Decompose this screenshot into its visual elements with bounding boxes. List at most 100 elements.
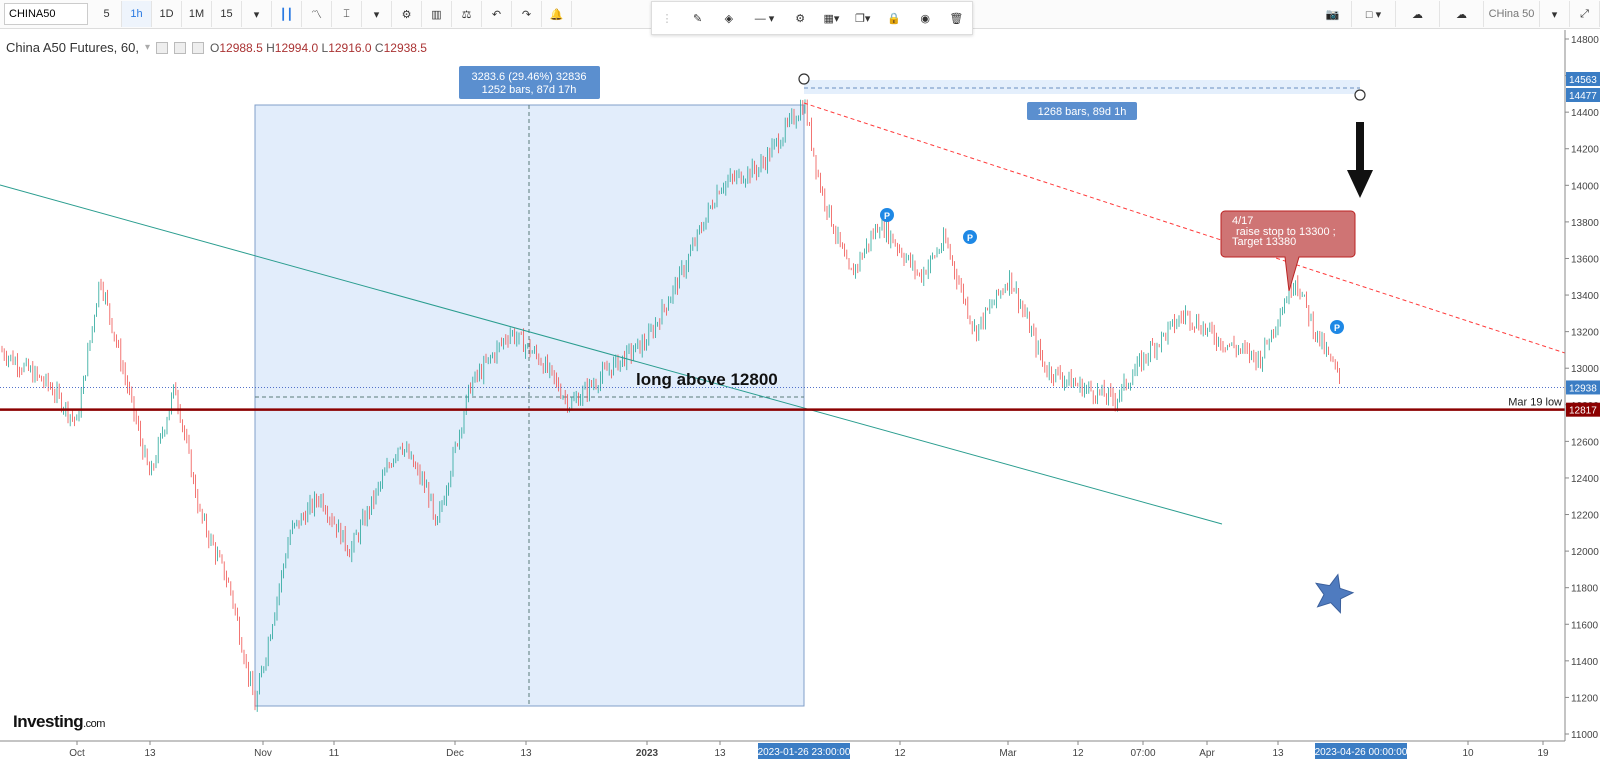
x-tick-label: Apr — [1199, 748, 1215, 759]
y-tick-label: 14000 — [1571, 181, 1599, 192]
y-tick-label: 11000 — [1571, 730, 1599, 741]
y-tick-label: 12400 — [1571, 474, 1599, 485]
measure-range-label-line2: 1252 bars, 87d 17h — [482, 84, 577, 96]
pin-marker[interactable] — [880, 208, 894, 222]
callout-line1: 4/17 — [1232, 215, 1253, 227]
legend-dropdown-icon[interactable]: ▾ — [144, 42, 151, 53]
measure-range-box[interactable] — [254, 104, 805, 707]
measure-range2-band — [804, 80, 1360, 94]
y-tick-label: 13400 — [1571, 291, 1599, 302]
interval-1m-button[interactable]: 1M — [182, 1, 212, 27]
legend-hide-icon[interactable] — [174, 41, 187, 54]
long-above-text: long above 12800 — [636, 370, 778, 389]
cloud-upload-icon[interactable]: ☁ — [1440, 1, 1484, 27]
y-tick-label: 12600 — [1571, 437, 1599, 448]
redo-icon[interactable]: ↷ — [512, 1, 542, 27]
compare-icon[interactable]: ⌶ — [332, 1, 362, 27]
cloud-download-icon[interactable]: ☁ — [1396, 1, 1440, 27]
visibility-eye-icon[interactable]: ◉ — [920, 12, 930, 25]
axis-price-badge-label: 12938 — [1569, 383, 1597, 394]
measure-range2-label: 1268 bars, 89d 1h — [1038, 106, 1127, 118]
callout-line3: Target 13380 — [1232, 236, 1296, 248]
indicators-icon[interactable]: 〽 — [302, 1, 332, 27]
chart-name-label: CHina 50 — [1484, 1, 1540, 27]
drawing-settings-gear-icon[interactable]: ⚙ — [795, 12, 806, 25]
fullscreen-icon[interactable]: ⤢ — [1570, 1, 1600, 27]
green-trendline[interactable] — [0, 184, 1223, 525]
anchor-handle[interactable] — [798, 73, 810, 85]
candles-icon[interactable]: ┃┃ — [272, 1, 302, 27]
interval-1d-button[interactable]: 1D — [152, 1, 182, 27]
x-tick-label: 10 — [1462, 748, 1474, 759]
legend-title: China A50 Futures, 60, — [6, 40, 139, 55]
measure-range-label-line1: 3283.6 (29.46%) 32836 — [472, 71, 587, 83]
interval-15-button[interactable]: 15 — [212, 1, 242, 27]
measure-range-label-box — [459, 66, 600, 99]
y-tick-label: 11800 — [1571, 584, 1599, 595]
legend-close-icon[interactable] — [192, 41, 205, 54]
interval-5-button[interactable]: 5 — [92, 1, 122, 27]
studies-icon[interactable]: ▥ — [422, 1, 452, 27]
x-tick-label: Nov — [254, 748, 272, 759]
symbol-text: CHINA50 — [9, 8, 56, 20]
symbol-input[interactable]: CHINA50 — [4, 3, 88, 25]
layer-icon[interactable]: ▦▾ — [823, 12, 840, 25]
y-tick-label: 11200 — [1571, 693, 1599, 704]
legend-ohlc: O12988.5 H12994.0 L12916.0 C12938.5 — [210, 40, 427, 55]
x-tick-label: 13 — [714, 748, 726, 759]
x-tick-label: Mar — [999, 748, 1017, 759]
x-highlight-label: 2023-04-26 00:00:00 — [1315, 747, 1408, 758]
callout-box[interactable] — [1220, 210, 1356, 292]
anchor-handle[interactable] — [1354, 89, 1366, 101]
y-tick-label: 13200 — [1571, 328, 1599, 339]
logo-suffix: .com — [83, 718, 105, 730]
pin-marker-label: P — [1334, 323, 1340, 333]
interval-1h-button[interactable]: 1h — [122, 1, 152, 27]
compare-dropdown-icon[interactable]: ▾ — [362, 1, 392, 27]
y-tick-label: 13000 — [1571, 364, 1599, 375]
pin-marker[interactable] — [1330, 320, 1344, 334]
pin-marker[interactable] — [963, 230, 977, 244]
camera-icon[interactable]: 📷 — [1314, 1, 1352, 27]
x-tick-label: 19 — [1537, 748, 1549, 759]
chart-name-dropdown-icon[interactable]: ▾ — [1540, 1, 1570, 27]
pencil-icon[interactable]: ✎ — [693, 12, 703, 25]
y-tick-label: 14800 — [1571, 35, 1599, 46]
x-highlight-label: 2023-01-26 23:00:00 — [758, 747, 851, 758]
y-tick-label: 12200 — [1571, 511, 1599, 522]
x-tick-label: 13 — [1272, 748, 1284, 759]
line-style-icon[interactable]: — ▾ — [754, 12, 775, 25]
scale-icon[interactable]: ⚖ — [452, 1, 482, 27]
settings-gear-icon[interactable]: ⚙ — [392, 1, 422, 27]
lock-icon[interactable]: 🔒 — [887, 12, 901, 25]
fill-bucket-icon[interactable]: ◈ — [724, 12, 734, 25]
pin-marker-label: P — [967, 233, 973, 243]
x-tick-label: Dec — [446, 748, 464, 759]
drag-handle-icon[interactable]: ⋮ — [661, 12, 673, 25]
x-tick-label: 13 — [520, 748, 532, 759]
axis-price-badge-label: 12817 — [1569, 406, 1597, 417]
axis-price-badge — [1566, 380, 1600, 395]
x-tick-label: 11 — [329, 748, 340, 759]
axis-price-badge-label: 14477 — [1569, 91, 1597, 102]
price-chart[interactable]: Mar 19 low 11000 11200 11400 11600 11800 1200… — [0, 30, 1600, 761]
x-tick-label: 2023 — [636, 748, 659, 759]
right-toolbar: 📷 □ ▾ ☁ ☁ CHina 50 ▾ ⤢ — [1314, 0, 1600, 28]
x-tick-label: 12 — [894, 748, 906, 759]
y-tick-label: 11400 — [1571, 657, 1599, 668]
star-icon — [1315, 573, 1355, 614]
layout-icon[interactable]: □ ▾ — [1352, 1, 1396, 27]
x-tick-label: Oct — [69, 748, 85, 759]
axis-price-badge-label: 14563 — [1569, 75, 1597, 86]
red-dashed-trendline[interactable] — [803, 102, 1566, 354]
y-tick-label: 12000 — [1571, 547, 1599, 558]
interval-dropdown-icon[interactable]: ▾ — [242, 1, 272, 27]
alert-icon[interactable]: 🔔 — [542, 1, 572, 27]
clone-icon[interactable]: ❐▾ — [855, 12, 871, 25]
pin-marker-label: P — [884, 211, 890, 221]
legend-settings-icon[interactable] — [156, 41, 169, 54]
undo-icon[interactable]: ↶ — [482, 1, 512, 27]
drawing-toolbar: ⋮ ✎ ◈ — ▾ ⚙ ▦▾ ❐▾ 🔒 ◉ 🗑 — [651, 1, 973, 35]
y-tick-label: 13800 — [1571, 218, 1599, 229]
delete-trash-icon[interactable]: 🗑 — [949, 12, 964, 25]
